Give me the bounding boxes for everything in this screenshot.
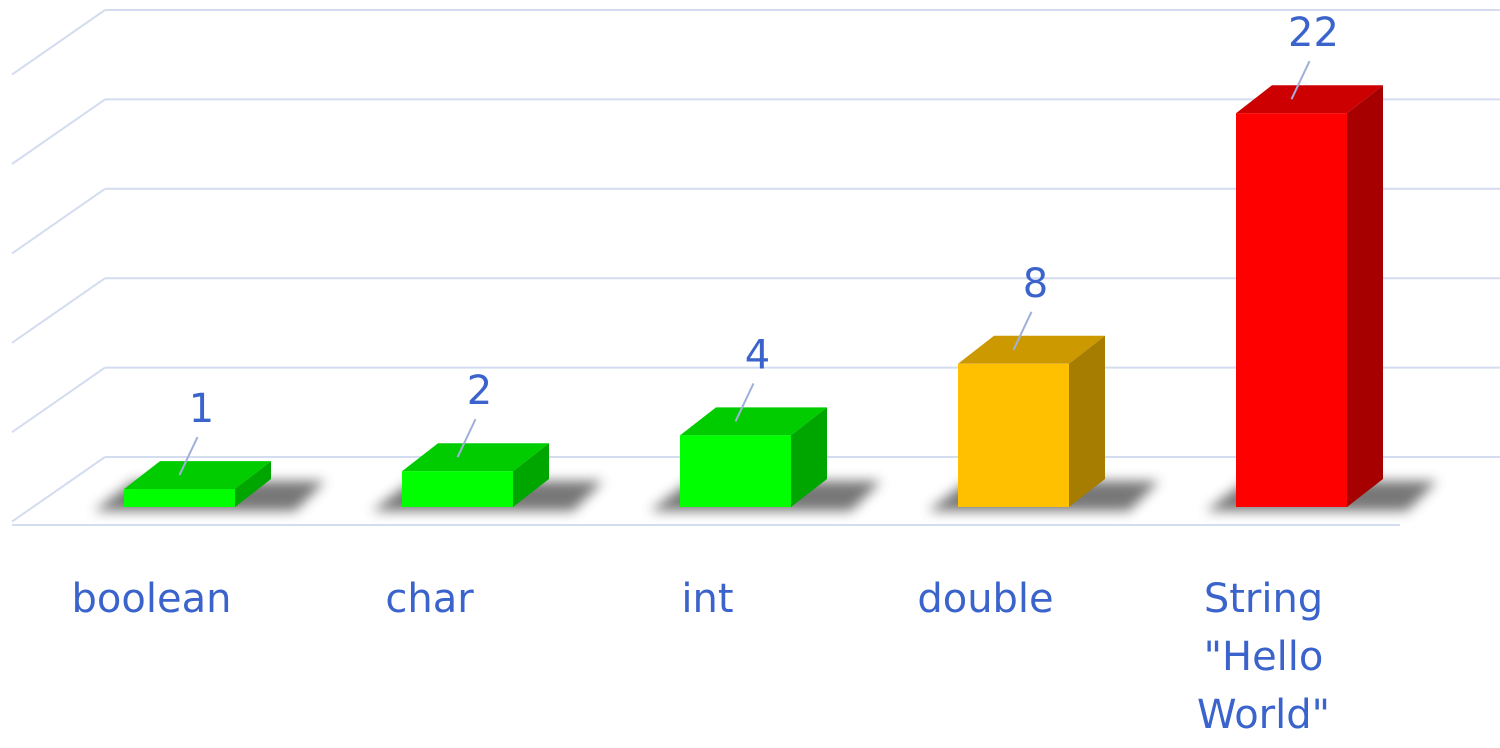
bar-side bbox=[1069, 335, 1105, 507]
leader-line bbox=[1012, 311, 1033, 351]
leader-line bbox=[178, 436, 199, 476]
bar-top bbox=[680, 407, 827, 436]
bar-side bbox=[1347, 85, 1383, 507]
grid-line bbox=[11, 9, 106, 76]
x-tick-label: boolean bbox=[71, 576, 232, 622]
data-label: 8 bbox=[1023, 261, 1048, 307]
bar bbox=[680, 435, 791, 507]
bar-side bbox=[235, 461, 271, 507]
x-tick-label: char bbox=[385, 576, 474, 622]
data-label: 1 bbox=[189, 386, 214, 432]
grid-line bbox=[11, 277, 106, 344]
grid-line bbox=[11, 187, 106, 255]
bar-top bbox=[958, 335, 1105, 364]
bar-side bbox=[791, 407, 827, 507]
data-label: 4 bbox=[745, 332, 770, 378]
data-label: 2 bbox=[467, 368, 492, 414]
bar-top bbox=[124, 461, 271, 490]
bar bbox=[402, 471, 513, 507]
grid-line bbox=[11, 366, 106, 434]
data-label: 22 bbox=[1288, 10, 1339, 56]
leader-line bbox=[734, 382, 755, 422]
leader-line bbox=[456, 418, 477, 458]
bar bbox=[958, 363, 1069, 507]
grid-line bbox=[11, 98, 106, 165]
x-tick-label: double bbox=[917, 576, 1054, 622]
bar-top bbox=[402, 443, 549, 472]
x-tick-label: int bbox=[681, 576, 734, 622]
x-tick-label: String "Hello World" bbox=[1196, 576, 1331, 738]
grid-line bbox=[11, 456, 106, 523]
bar bbox=[124, 489, 235, 507]
bar-side bbox=[513, 443, 549, 507]
leader-line bbox=[1290, 60, 1311, 100]
bar-top bbox=[1236, 85, 1383, 114]
bar bbox=[1236, 113, 1347, 507]
